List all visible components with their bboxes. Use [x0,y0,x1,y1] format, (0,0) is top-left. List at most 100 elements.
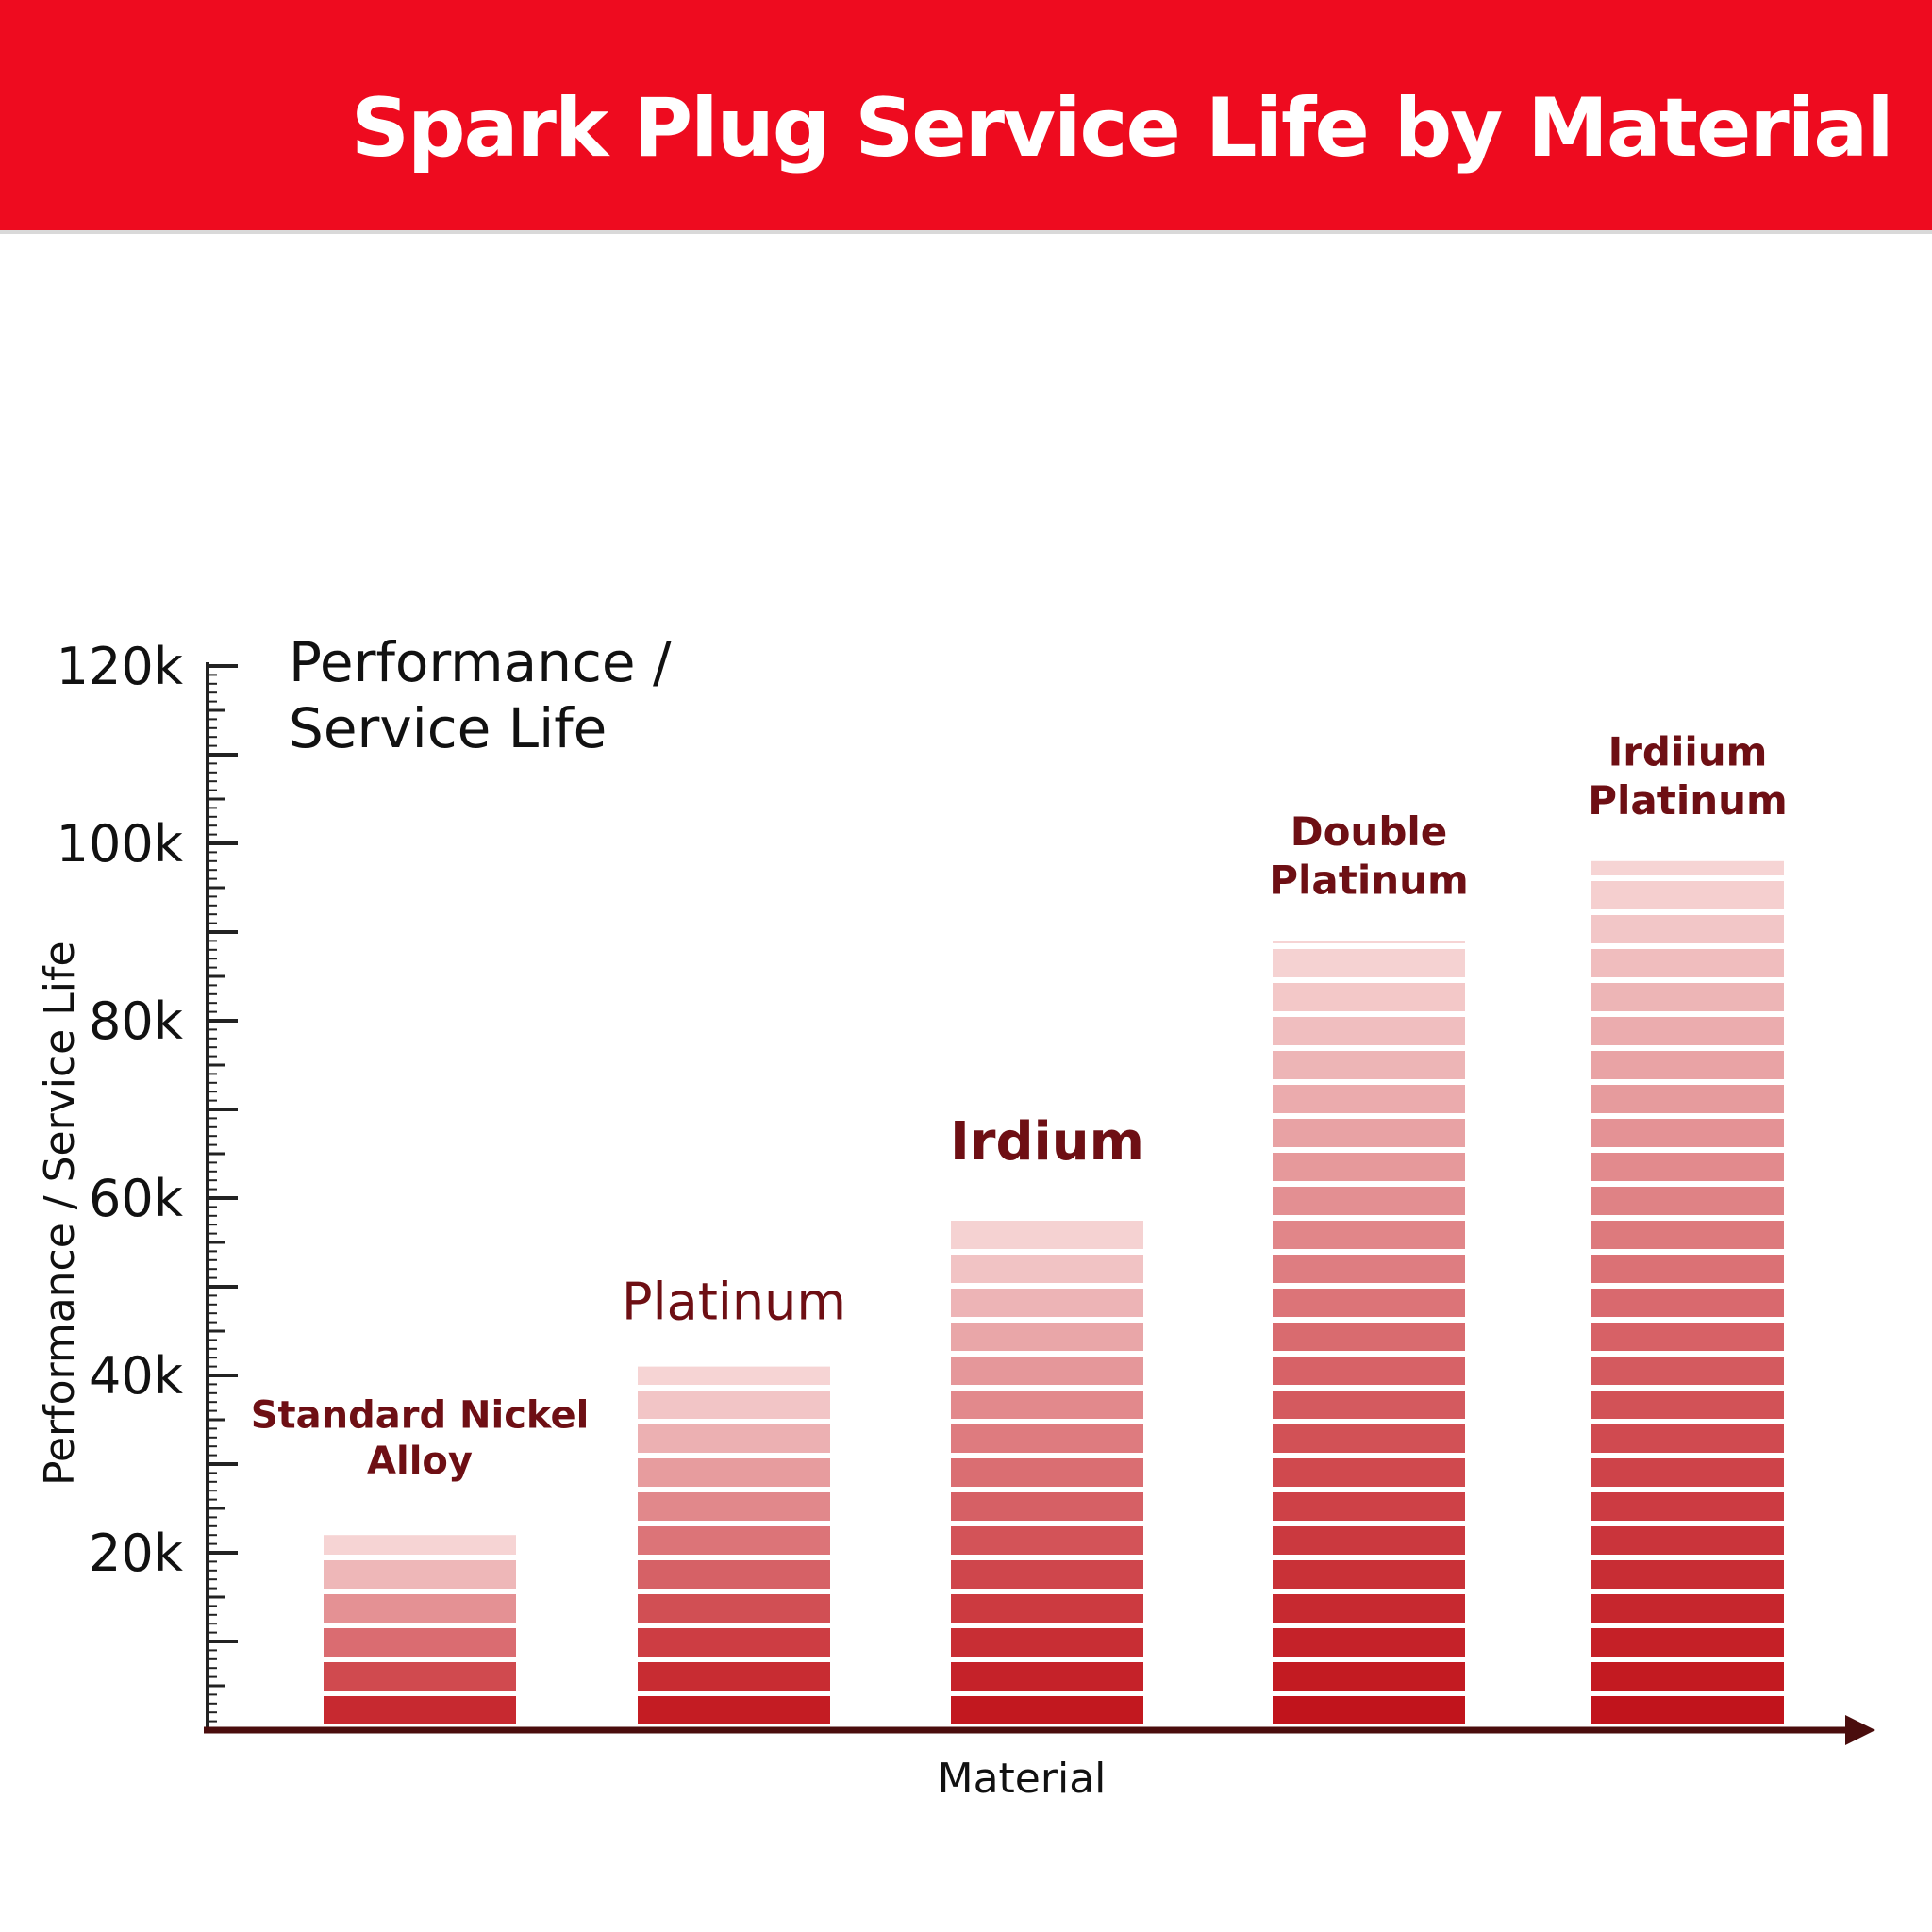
page-title: Spark Plug Service Life by Material [351,81,1894,175]
category-label-line: Platinum [1588,777,1788,824]
bar-segment [1273,1594,1465,1623]
corner-axis-title: Performance / Service Life [289,630,672,760]
bar-segment [1591,983,1784,1011]
y-tick-label: 20k [89,1524,184,1583]
bar-segment [1273,1628,1465,1657]
bar-segment [1591,915,1784,943]
y-tick-label: 60k [89,1169,184,1228]
bar-segment [951,1696,1143,1724]
bar-segment [638,1391,830,1419]
x-axis [204,1715,1875,1745]
bar-segment [1591,1017,1784,1045]
bar-segment [951,1628,1143,1657]
category-label-line: Alloy [367,1440,473,1483]
bar-segment [1591,1255,1784,1283]
category-label: Platinum [622,1273,846,1332]
bar-segment [1273,1492,1465,1521]
bar-segment [638,1366,830,1385]
bar-segment [1273,1391,1465,1419]
title-banner: Spark Plug Service Life by Material [0,0,1932,234]
bar-segment [1591,1662,1784,1690]
bar-segment [1273,1255,1465,1283]
bar-segment [638,1424,830,1453]
bar-segment [1273,1289,1465,1317]
corner-title-line: Service Life [289,696,607,760]
bar-segment [951,1289,1143,1317]
category-label-line: Irdiium [1608,729,1768,775]
category-label-line: Standard Nickel [251,1393,590,1437]
bar-segment [1273,1017,1465,1045]
bar-segment [638,1662,830,1690]
bar-segment [1591,1391,1784,1419]
category-label: Irdium [950,1111,1144,1173]
bar-segment [1591,1357,1784,1385]
bar-segment [951,1560,1143,1589]
bar-segment [1591,1458,1784,1487]
bar-segment [1273,1051,1465,1079]
bar [1273,941,1465,1724]
bar-segment [1273,1560,1465,1589]
bar-segment [951,1492,1143,1521]
y-tick-label: 40k [89,1346,184,1406]
category-label-line: Platinum [622,1273,846,1332]
y-tick-label: 120k [57,637,184,696]
bar [1591,860,1784,1724]
bar-segment [951,1458,1143,1487]
bar-segment [1591,1119,1784,1147]
bar-segment [951,1391,1143,1419]
category-label-line: Irdium [950,1111,1144,1173]
bar-segment [638,1594,830,1623]
bar-segment [951,1255,1143,1283]
bar-segment [1591,1526,1784,1555]
y-tick-label: 80k [89,991,184,1051]
bar-segment [1273,1662,1465,1690]
bar [951,1221,1143,1724]
bar-segment [1273,1696,1465,1724]
bar-segment [1591,1289,1784,1317]
bar-segment [1273,1221,1465,1249]
bar-segment [1591,881,1784,909]
bar-segment [1591,1628,1784,1657]
bar-segment [1273,1153,1465,1181]
bar-segment [1273,1526,1465,1555]
corner-title-line: Performance / [289,630,672,694]
bar-segment [1273,949,1465,977]
bar-segment [1273,1119,1465,1147]
bar-segment [951,1424,1143,1453]
bar-segment [1273,1424,1465,1453]
bar-segment [1591,1594,1784,1623]
bar-segment [324,1560,516,1589]
bar-segment [951,1357,1143,1385]
bar-segment [1591,1221,1784,1249]
bar-segment [324,1662,516,1690]
bar-segment [638,1492,830,1521]
bar-segment [638,1526,830,1555]
bars-group [324,860,1784,1724]
bar-segment [638,1696,830,1724]
bar-segment [951,1594,1143,1623]
y-axis-title: Performance / Service Life [36,941,84,1486]
bar-segment [1591,1085,1784,1113]
bar-segment [638,1560,830,1589]
bar-segment [324,1594,516,1623]
bar-segment [1591,1187,1784,1215]
y-tick-label: 100k [57,814,184,874]
bar-segment [1273,941,1465,943]
bar-segment [1273,1458,1465,1487]
bar-segment [1273,1187,1465,1215]
bar-segment [324,1535,516,1555]
bar-segment [1591,1424,1784,1453]
bar-segment [951,1323,1143,1351]
x-axis-title: Material [938,1755,1107,1803]
bar-segment [951,1526,1143,1555]
bar-segment [1591,1153,1784,1181]
bar-segment [1591,949,1784,977]
bar-segment [1591,1696,1784,1724]
bar-segment [1273,1085,1465,1113]
x-axis-arrow [1845,1715,1875,1745]
